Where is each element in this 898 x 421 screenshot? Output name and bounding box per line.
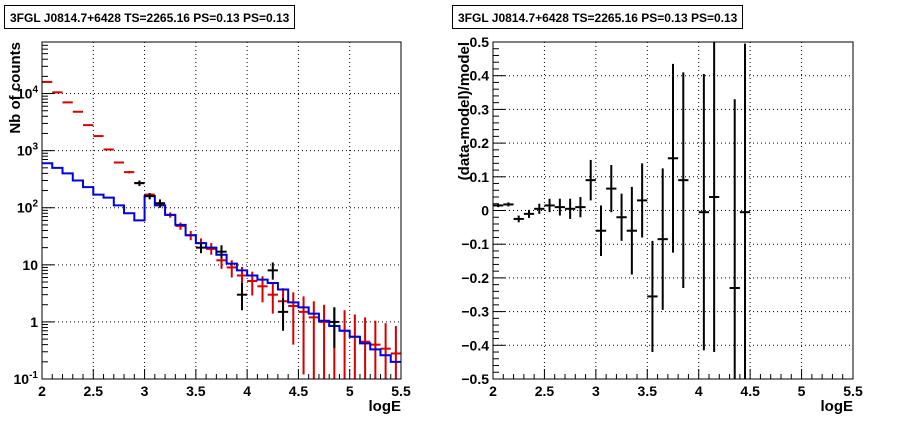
- plot-frame: [41, 41, 402, 380]
- y-tick-label: 0: [481, 203, 489, 219]
- y-tick-label: 0.4: [470, 68, 490, 84]
- y-tick-label: −0.1: [461, 236, 489, 252]
- y-tick-label: 10: [22, 257, 38, 273]
- x-tick-label: 5.5: [391, 383, 411, 399]
- x-tick-label: 4: [695, 383, 703, 399]
- chart-title: 3FGL J0814.7+6428 TS=2265.16 PS=0.13 PS=…: [4, 5, 296, 29]
- x-tick-label: 5: [346, 383, 354, 399]
- residual-plot: 2 2.5 3 3.5 4 4.5 5 5.5 −0.5 −0.4 −0.3 −0.2 −0.1 0 0.1…: [456, 34, 863, 415]
- x-tick-label: 5: [798, 383, 806, 399]
- x-tick-label: 3.5: [186, 383, 206, 399]
- x-tick-label: 4.5: [740, 383, 760, 399]
- y-tick-label: 102: [17, 199, 39, 216]
- x-axis-label: logE: [821, 398, 854, 415]
- x-axis-label: logE: [369, 398, 402, 415]
- chart-title: 3FGL J0814.7+6428 TS=2265.16 PS=0.13 PS=…: [452, 5, 744, 29]
- y-tick-label: 0.3: [470, 101, 490, 117]
- x-tick-label: 2: [489, 383, 497, 399]
- residual-pad: 3FGL J0814.7+6428 TS=2265.16 PS=0.13 PS=…: [449, 0, 898, 421]
- y-tick-label: 0.1: [470, 169, 490, 185]
- spectrum-pad: 3FGL J0814.7+6428 TS=2265.16 PS=0.13 PS=…: [4, 5, 411, 415]
- x-tick-label: 5.5: [843, 383, 863, 399]
- x-tick-label: 2.5: [84, 383, 104, 399]
- spectrum-plot: 2 2.5 3 3.5 4 4.5 5 5.5 10-1 1 10 102 103 104 logE Nb o…: [7, 41, 411, 415]
- y-tick-label: 1: [30, 314, 38, 330]
- y-tick-label: 103: [17, 142, 39, 159]
- y-tick-label: 104: [17, 85, 39, 102]
- y-axis-label: Nb of counts: [7, 42, 24, 134]
- x-tick-label: 2: [38, 383, 46, 399]
- x-tick-label: 3: [141, 383, 149, 399]
- plot-frame: [492, 41, 854, 380]
- x-tick-label: 2.5: [535, 383, 555, 399]
- y-axis-label: (data-model)/model: [456, 42, 473, 180]
- x-tick-label: 3: [592, 383, 600, 399]
- y-tick-label: −0.2: [461, 270, 489, 286]
- y-tick-label: −0.5: [461, 371, 489, 387]
- y-tick-label: −0.3: [461, 304, 489, 320]
- x-tick-label: 4.5: [289, 383, 309, 399]
- x-tick-label: 4: [243, 383, 251, 399]
- y-tick-label: 0.2: [470, 135, 490, 151]
- y-tick-label: 10-1: [14, 370, 39, 387]
- y-tick-label: −0.4: [461, 337, 489, 353]
- x-tick-label: 3.5: [638, 383, 658, 399]
- y-tick-label: 0.5: [470, 34, 490, 50]
